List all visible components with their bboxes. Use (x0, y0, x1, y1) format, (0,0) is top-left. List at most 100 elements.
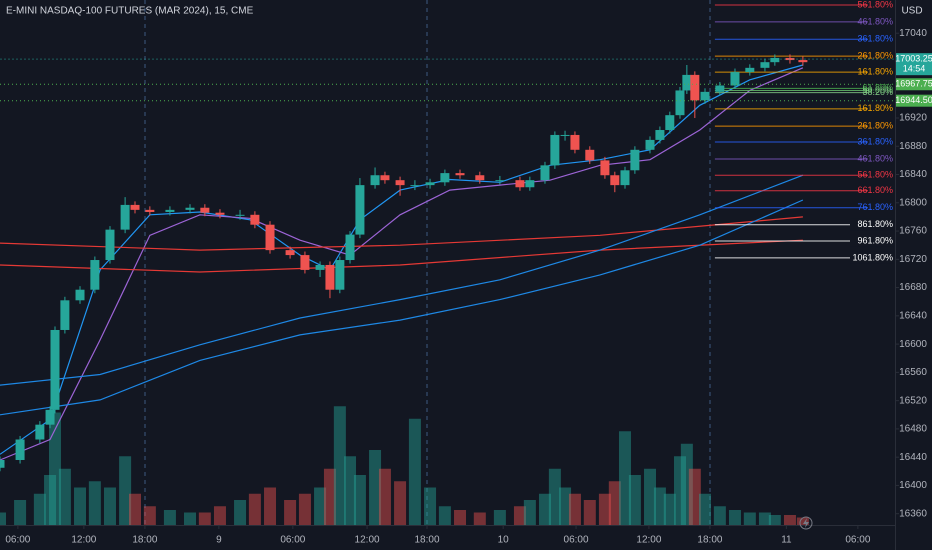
candle-body (315, 264, 325, 270)
volume-bar (424, 487, 437, 525)
volume-bar (680, 443, 693, 525)
candle-body (235, 214, 245, 216)
y-tick-label: 16680 (899, 282, 927, 293)
ma-line (0, 239, 803, 273)
volume-bar (103, 487, 116, 525)
candle-body (145, 209, 155, 212)
x-tick-label: 06:00 (280, 535, 305, 546)
fib-label: 861.80% (857, 219, 893, 229)
ma-line (0, 64, 804, 455)
candle-body (355, 185, 365, 235)
y-tick-label: 16520 (899, 395, 927, 406)
candle-body (495, 180, 505, 182)
fib-label: 50.00% (862, 85, 893, 95)
candle-body (675, 90, 685, 116)
price-label: 16944.50 (895, 95, 932, 105)
volume-bar (473, 512, 486, 525)
volume-bar (513, 506, 526, 525)
fib-label: 161.80% (857, 103, 893, 113)
x-tick-label: 18:00 (132, 535, 157, 546)
volume-bar (44, 475, 57, 525)
candle-body (570, 134, 580, 150)
volume-bar (14, 500, 27, 525)
candle-body (682, 74, 692, 91)
volume-bar (628, 475, 641, 525)
volume-bar (183, 512, 196, 525)
volume-bar (143, 506, 156, 525)
volume-bar (198, 512, 211, 525)
y-tick-label: 16480 (899, 424, 927, 435)
candle-body (700, 91, 710, 101)
x-tick-label: 12:00 (636, 535, 661, 546)
volume-bar (583, 500, 596, 525)
candle-body (120, 204, 130, 230)
currency[interactable]: USD (901, 6, 922, 17)
y-tick-label: 16840 (899, 169, 927, 180)
volume-bar (663, 493, 676, 525)
candle-body (525, 180, 535, 188)
volume-bar (369, 450, 382, 525)
volume-bar (523, 500, 536, 525)
volume-bar (314, 487, 327, 525)
volume-bar (598, 493, 611, 525)
ma-line (0, 216, 803, 251)
x-tick-label: 9 (216, 535, 222, 546)
candle-body (0, 459, 5, 468)
price-label-box (896, 94, 932, 107)
volume-bar (618, 431, 631, 525)
volume-bar (758, 512, 771, 525)
volume-bar (783, 515, 796, 525)
candle-body (440, 173, 450, 183)
candle-body (410, 185, 420, 187)
volume-bar (688, 468, 701, 525)
x-tick-label: 18:00 (697, 535, 722, 546)
fib-label: 461.80% (857, 153, 893, 163)
volume-bar (48, 412, 61, 525)
volume-bar (248, 493, 261, 525)
candle-body (730, 72, 740, 86)
x-tick-label: 11 (781, 535, 792, 546)
fib-label: 561.80% (857, 0, 893, 9)
candle-body (200, 207, 210, 213)
volume-bar (743, 512, 756, 525)
volume-bar (88, 481, 101, 525)
volume-bar (344, 456, 357, 525)
price-label: 16967.75 (895, 79, 932, 89)
volume-bar (284, 500, 297, 525)
candle-body (620, 170, 630, 186)
y-tick-label: 16880 (899, 141, 927, 152)
fib-label: 261.80% (857, 121, 893, 131)
candle-body (665, 115, 675, 131)
candle-body (560, 134, 570, 136)
replay-icon[interactable] (799, 516, 813, 530)
volume-bar (33, 493, 46, 525)
volume-bar (129, 493, 142, 525)
volume-bar (653, 487, 666, 525)
price-label-box (896, 53, 932, 76)
candle-body (425, 182, 435, 186)
volume-bar (264, 487, 277, 525)
candle-body (715, 85, 725, 92)
volume-bar (728, 510, 741, 525)
volume-bar (0, 512, 6, 525)
candle-body (370, 175, 380, 186)
candle-body (540, 165, 550, 181)
x-tick-label: 10 (498, 535, 510, 546)
candle-body (690, 74, 700, 101)
candle-body (285, 250, 295, 256)
fib-label: 961.80% (857, 235, 893, 245)
volume-bar (378, 468, 391, 525)
fib-label-box (850, 234, 894, 247)
candle-body (250, 214, 260, 225)
volume-bar (796, 517, 809, 525)
x-tick-label: 12:00 (355, 535, 380, 546)
candle-body (550, 134, 560, 166)
candle-body (455, 173, 465, 176)
volume-bar (234, 500, 247, 525)
y-tick-label: 16760 (899, 226, 927, 237)
candle-body (185, 207, 195, 210)
candle-body (600, 160, 610, 176)
candle-body (300, 255, 310, 270)
x-tick-label: 12:00 (71, 535, 96, 546)
volume-bar (323, 468, 336, 525)
